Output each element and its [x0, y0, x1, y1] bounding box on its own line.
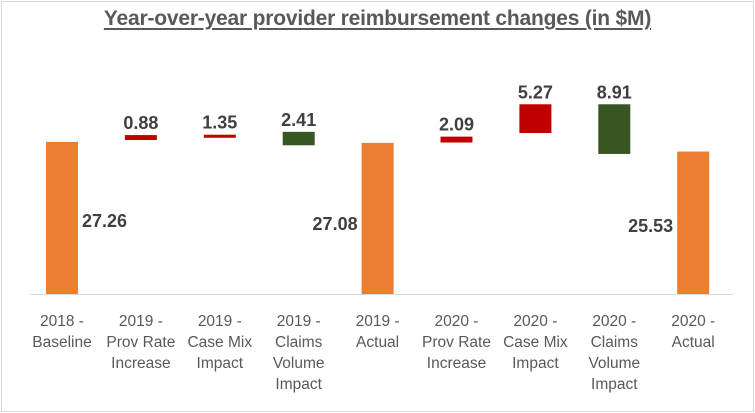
value-label: 27.08	[313, 214, 358, 234]
chart-title: Year-over-year provider reimbursement ch…	[103, 7, 652, 30]
category-label-line: 2018 -	[40, 313, 84, 330]
bar-total	[46, 141, 78, 294]
value-label: 25.53	[628, 216, 673, 236]
category-label-line: Case Mix	[187, 334, 253, 351]
value-label: 2.41	[281, 110, 316, 130]
bar-increase	[519, 104, 552, 134]
category-label: 2019 - Case Mix Impact	[178, 311, 262, 374]
category-label: 2020 - Prov Rate Increase	[415, 311, 499, 374]
category-label-line: Claims	[275, 334, 323, 351]
value-label: 1.35	[202, 113, 237, 133]
bar-total	[361, 142, 394, 294]
category-label-line: Prov Rate	[422, 334, 491, 351]
category-label-line: Case Mix	[503, 334, 568, 351]
category-label: 2019 - Actual	[336, 311, 420, 353]
bar-decrease	[282, 131, 315, 146]
bar-total	[677, 151, 710, 294]
category-label-line: Actual	[671, 334, 715, 351]
bar-increase	[203, 134, 236, 138]
bar-increase	[440, 136, 473, 143]
value-label: 5.27	[518, 82, 553, 102]
bars-group	[46, 104, 710, 294]
category-label-line: Prov Rate	[106, 334, 176, 351]
category-label-line: 2019 -	[355, 313, 400, 330]
bar-decrease	[598, 104, 631, 154]
bar-increase	[124, 135, 157, 140]
value-label: 2.09	[439, 115, 474, 135]
category-label-line: Volume	[588, 355, 641, 372]
category-label-line: Impact	[512, 355, 559, 372]
category-label-line: 2019 -	[276, 313, 321, 330]
category-label: 2019 - Prov Rate Increase	[99, 311, 183, 374]
category-label-line: 2020 -	[434, 313, 479, 330]
category-label-line: Increase	[426, 355, 487, 372]
value-labels-group: 27.26 0.88 1.35 2.41 27.08 2.09 5.27 8.91 25.53	[82, 82, 673, 236]
category-label-line: Actual	[356, 334, 400, 351]
value-label: 27.26	[82, 211, 127, 231]
category-label: 2019 - Claims Volume Impact	[257, 311, 341, 395]
value-label: 8.91	[597, 82, 632, 102]
category-label-line: Claims	[590, 334, 638, 351]
category-label-line: 2020 -	[671, 313, 716, 330]
category-label-line: Impact	[591, 376, 638, 393]
category-label-line: 2020 -	[592, 313, 637, 330]
category-label-line: Baseline	[32, 334, 92, 351]
category-label: 2020 - Case Mix Impact	[493, 311, 577, 374]
category-label-line: Increase	[111, 355, 171, 372]
category-label-line: 2019 -	[197, 313, 242, 330]
category-label: 2020 - Claims Volume Impact	[572, 311, 656, 395]
category-label-line: Volume	[272, 355, 325, 372]
category-label: 2018 - Baseline	[20, 311, 104, 353]
category-label-line: 2020 -	[513, 313, 558, 330]
category-label: 2020 - Actual	[651, 311, 735, 353]
category-label-line: Impact	[196, 355, 244, 372]
category-label-line: 2019 -	[118, 313, 163, 330]
category-label-line: Impact	[275, 376, 322, 393]
value-label: 0.88	[123, 113, 158, 133]
